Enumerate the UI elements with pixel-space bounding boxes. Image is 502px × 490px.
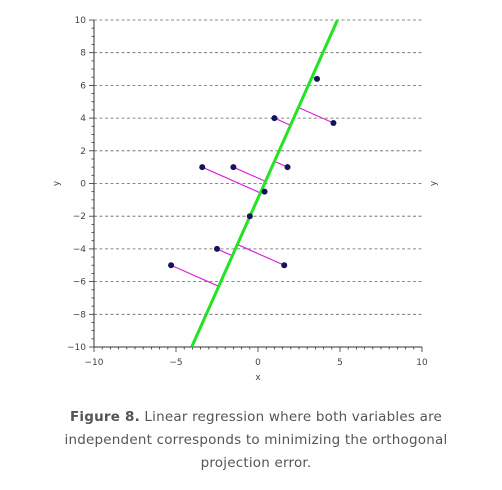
data-point	[314, 75, 321, 82]
data-point	[230, 164, 237, 171]
data-point	[199, 164, 206, 171]
y-tick-label: −4	[73, 245, 87, 255]
residual-segment	[237, 243, 285, 266]
y-tick-label: 4	[80, 114, 86, 124]
x-tick-label: 10	[416, 358, 428, 368]
data-point	[246, 213, 253, 220]
data-point	[168, 262, 175, 269]
tick-labels: −10 −8 −6 −4 −2 0 2 4 6 8 10 −10 −5 0 5 10	[67, 16, 428, 368]
data-point	[284, 164, 291, 171]
y-tick-label: −6	[73, 278, 87, 288]
data-points	[168, 75, 337, 269]
y-tick-label: 0	[80, 180, 86, 190]
figure-caption: Figure 8. Linear regression where both v…	[40, 406, 472, 475]
data-point	[330, 120, 337, 127]
x-tick-label: 5	[337, 358, 343, 368]
y-tick-label: −2	[73, 212, 86, 222]
residual-segment	[170, 264, 219, 287]
caption-text: Linear regression where both variables a…	[64, 409, 448, 471]
y-axis-label: y	[52, 180, 62, 186]
residual-segments	[170, 76, 334, 287]
x-axis-label: x	[255, 373, 261, 383]
y-tick-label: −8	[73, 310, 87, 320]
fit-line-layer	[190, 19, 339, 348]
y-axis-label-right: y	[429, 180, 439, 186]
axes	[89, 19, 423, 352]
y-tick-label: 2	[80, 147, 86, 157]
grid-lines	[94, 19, 422, 315]
residual-segment	[233, 166, 266, 182]
data-point	[214, 245, 220, 252]
residual-segment	[201, 166, 261, 194]
y-tick-label: −10	[67, 343, 86, 353]
residual-segment	[298, 106, 334, 124]
y-tick-label: 10	[75, 16, 87, 26]
data-point	[281, 262, 288, 269]
y-tick-label: 8	[80, 49, 86, 59]
caption-label: Figure 8.	[69, 409, 140, 425]
y-tick-label: 6	[80, 81, 86, 91]
fit-line	[190, 19, 339, 348]
x-tick-label: −5	[169, 358, 182, 368]
regression-chart: −10 −8 −6 −4 −2 0 2 4 6 8 10 −10 −5 0 5 10 x y y	[52, 16, 439, 383]
x-tick-label: 0	[255, 358, 261, 368]
data-point	[261, 188, 268, 195]
x-tick-label: −10	[85, 358, 104, 368]
data-point	[271, 115, 278, 122]
